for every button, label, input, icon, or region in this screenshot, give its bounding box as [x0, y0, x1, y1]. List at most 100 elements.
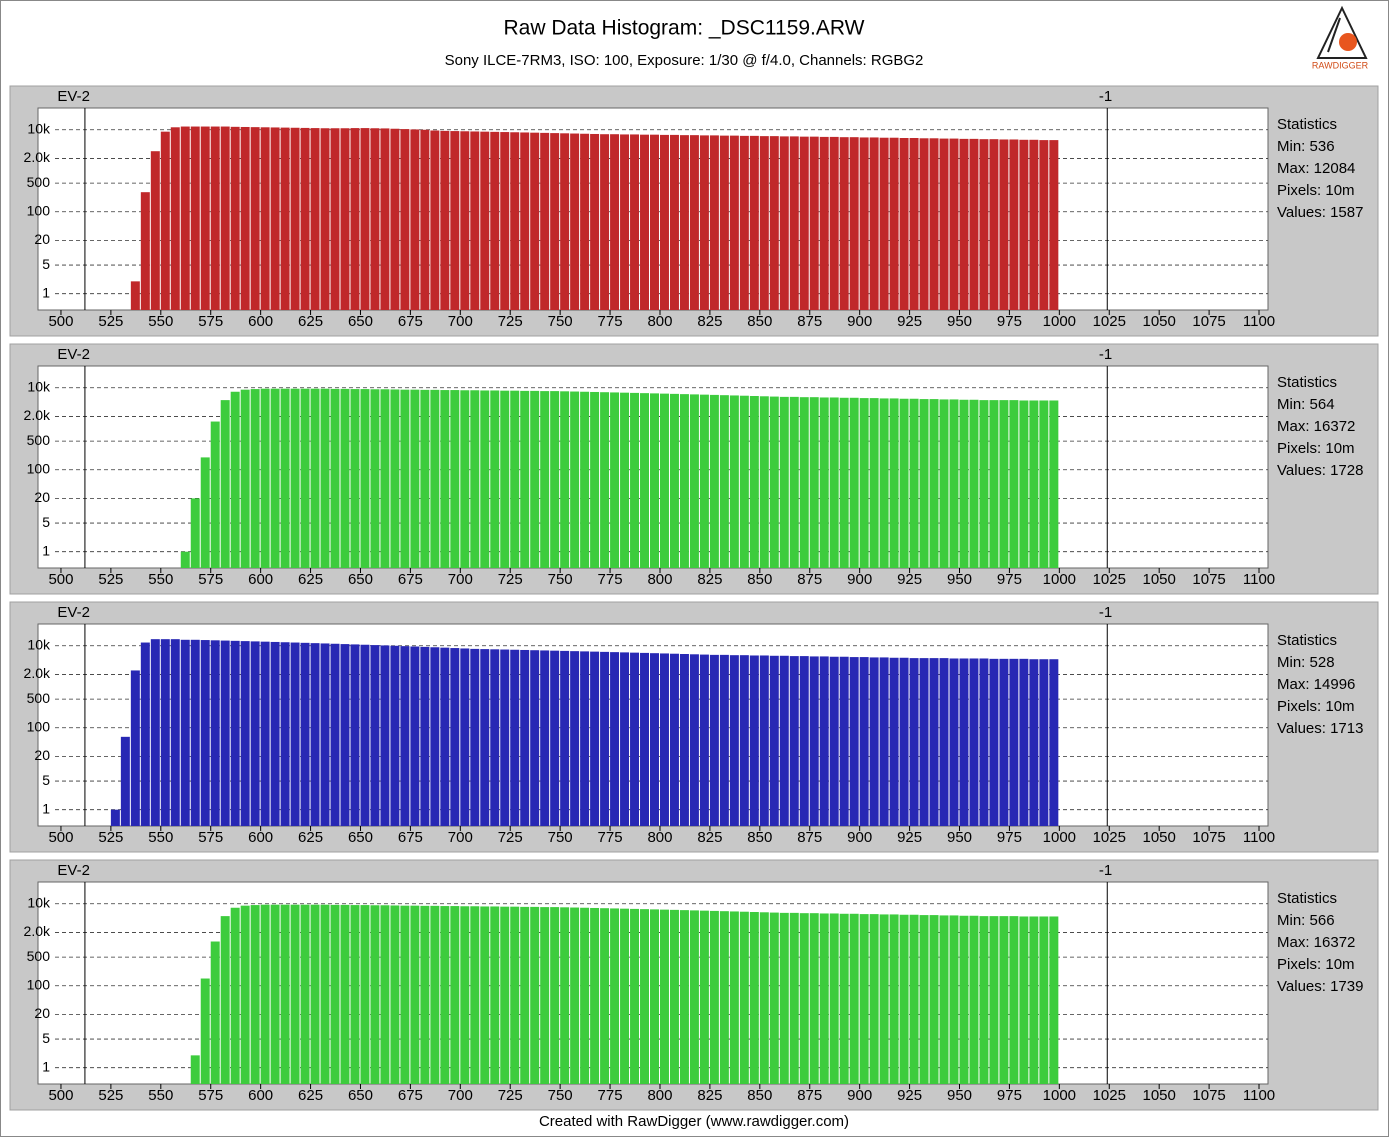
x-tick-label: 675 [398, 829, 423, 846]
bar [1009, 916, 1019, 1084]
bar [190, 126, 200, 311]
bar [240, 905, 250, 1084]
x-tick-label: 775 [598, 571, 623, 588]
bar [659, 134, 669, 310]
bar [180, 126, 190, 311]
bar [530, 650, 540, 826]
bar [460, 906, 470, 1084]
histogram-panel: 1 5 20 100 500 2.0k 10k EV-2 -1 500 525 550 575 600 62… [9, 601, 1379, 853]
bar [260, 127, 270, 310]
bar [270, 127, 280, 310]
bar [929, 915, 939, 1084]
bar [829, 656, 839, 826]
bar [789, 912, 799, 1084]
bar [230, 640, 240, 826]
bar [540, 907, 550, 1084]
x-tick-label: 650 [348, 829, 373, 846]
bar [210, 640, 220, 826]
bar [869, 398, 879, 568]
bar [630, 134, 640, 310]
bar [580, 391, 590, 568]
x-tick-label: 825 [697, 571, 722, 588]
x-tick-label: 775 [598, 313, 623, 330]
y-tick-label: 2.0k [24, 923, 51, 939]
bar [590, 907, 600, 1084]
bar [869, 914, 879, 1084]
x-tick-label: 800 [647, 1087, 672, 1104]
bar [570, 133, 580, 310]
x-tick-label: 900 [847, 829, 872, 846]
x-tick-label: 650 [348, 1087, 373, 1104]
bar [550, 907, 560, 1084]
x-tick-label: 750 [548, 571, 573, 588]
bar [270, 641, 280, 826]
bar [480, 131, 490, 310]
bar [220, 400, 230, 568]
bar [929, 658, 939, 826]
x-tick-label: 575 [198, 829, 223, 846]
x-tick-label: 600 [248, 313, 273, 330]
bar [610, 134, 620, 310]
bar [250, 127, 260, 310]
x-tick-label: 950 [947, 1087, 972, 1104]
bar [600, 651, 610, 826]
bar [729, 655, 739, 826]
y-tick-label: 500 [27, 690, 51, 706]
bar [490, 649, 500, 826]
bar [450, 648, 460, 826]
x-tick-label: 950 [947, 313, 972, 330]
bar [230, 391, 240, 568]
bar [979, 658, 989, 826]
bar [879, 398, 889, 568]
bar [659, 653, 669, 826]
ev-marker-label: -1 [1099, 604, 1112, 621]
bar [410, 905, 420, 1084]
bar [899, 657, 909, 826]
bar [1039, 659, 1049, 826]
bar [699, 654, 709, 826]
x-tick-label: 1000 [1043, 571, 1076, 588]
bar [380, 389, 390, 568]
bar [959, 138, 969, 310]
bar [320, 643, 330, 826]
bar [819, 913, 829, 1084]
bar [859, 137, 869, 310]
bar [340, 904, 350, 1084]
bar [819, 397, 829, 568]
bar [260, 641, 270, 826]
bar [799, 136, 809, 310]
bar [290, 642, 300, 826]
x-tick-label: 700 [448, 571, 473, 588]
bar [190, 1055, 200, 1084]
x-tick-label: 975 [997, 1087, 1022, 1104]
bar [270, 388, 280, 568]
bar [300, 642, 310, 826]
bar [839, 913, 849, 1084]
bar [969, 138, 979, 310]
bar [869, 137, 879, 310]
x-tick-label: 775 [598, 1087, 623, 1104]
histogram-panel: 1 5 20 100 500 2.0k 10k EV-2 -1 500 525 550 575 600 62… [9, 859, 1379, 1111]
bar [769, 912, 779, 1084]
x-tick-label: 625 [298, 829, 323, 846]
bar [490, 131, 500, 310]
x-tick-label: 925 [897, 829, 922, 846]
bar [550, 391, 560, 568]
bar [879, 657, 889, 826]
x-tick-label: 1050 [1142, 1087, 1175, 1104]
subtitle: Sony ILCE-7RM3, ISO: 100, Exposure: 1/30… [445, 52, 924, 69]
y-tick-label: 1 [42, 1058, 50, 1074]
bar [859, 657, 869, 826]
x-tick-label: 1075 [1192, 829, 1225, 846]
bar [190, 639, 200, 826]
bar [789, 656, 799, 826]
bar [789, 396, 799, 568]
ev-marker-label: EV-2 [57, 88, 90, 105]
bar [570, 907, 580, 1084]
bar [869, 657, 879, 826]
bar [779, 655, 789, 826]
bar [909, 658, 919, 826]
bar [470, 131, 480, 310]
bar [659, 909, 669, 1084]
bar [749, 912, 759, 1084]
